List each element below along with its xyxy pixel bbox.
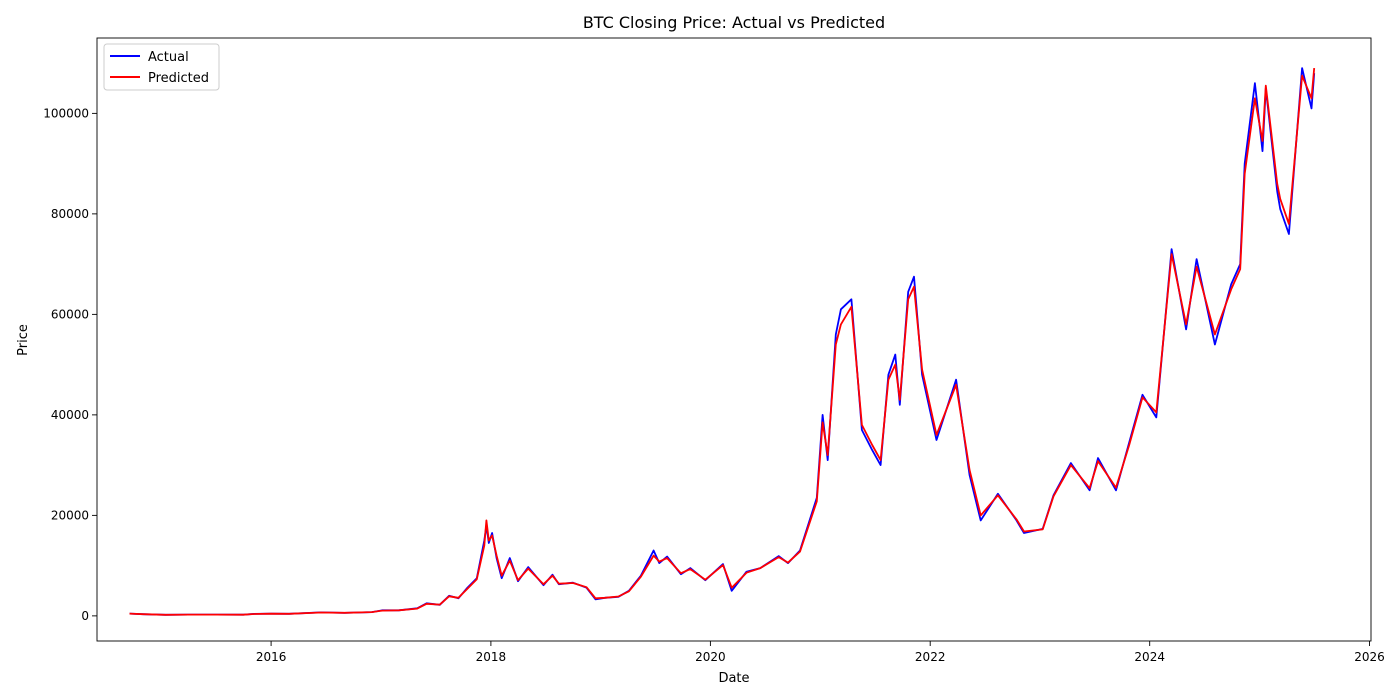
x-tick-label: 2018 <box>476 650 507 664</box>
y-tick-label: 20000 <box>51 508 89 522</box>
legend: Actual Predicted <box>103 43 220 91</box>
y-tick-label: 100000 <box>43 106 89 120</box>
y-tick-label: 80000 <box>51 207 89 221</box>
x-tick-label: 2022 <box>915 650 946 664</box>
y-tick-label: 60000 <box>51 307 89 321</box>
x-axis-label: Date <box>718 671 749 686</box>
legend-label-actual: Actual <box>148 50 189 65</box>
x-tick-label: 2020 <box>695 650 726 664</box>
y-tick-label: 0 <box>81 609 89 623</box>
legend-label-predicted: Predicted <box>148 71 209 86</box>
x-tick-label: 2016 <box>256 650 287 664</box>
x-axis: 2016 2018 2020 2022 2024 2026 <box>256 641 1385 664</box>
series-layer <box>129 67 1316 616</box>
series-line-predicted <box>129 68 1316 616</box>
y-axis-label: Price <box>16 324 31 356</box>
plot-frame <box>96 37 1372 642</box>
x-tick-label: 2024 <box>1134 650 1165 664</box>
plot-area <box>96 37 1372 642</box>
chart-title: BTC Closing Price: Actual vs Predicted <box>583 13 885 32</box>
x-tick-label: 2026 <box>1354 650 1385 664</box>
y-axis: 0 20000 40000 60000 80000 100000 <box>43 106 97 623</box>
y-tick-label: 40000 <box>51 408 89 422</box>
